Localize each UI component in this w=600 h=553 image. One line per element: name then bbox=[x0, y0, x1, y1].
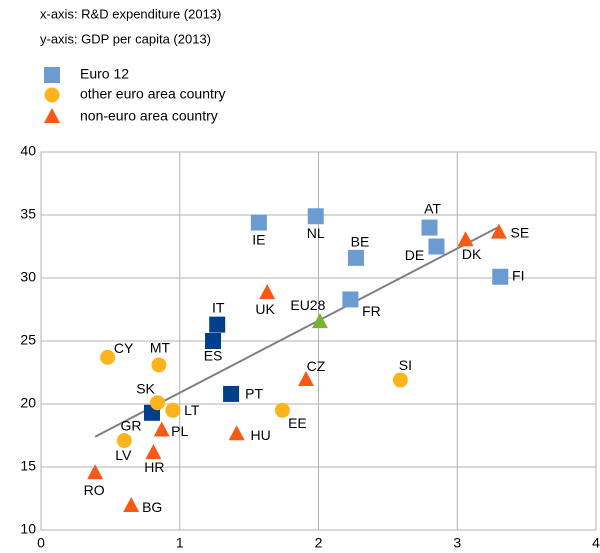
header-x: x-axis: R&D expenditure (2013) bbox=[40, 6, 221, 21]
point-label: FR bbox=[362, 303, 381, 319]
marker bbox=[153, 421, 170, 437]
point-label: CZ bbox=[307, 358, 326, 374]
marker bbox=[223, 385, 240, 402]
marker bbox=[165, 402, 181, 418]
point-label: HR bbox=[144, 459, 164, 475]
point-label: FI bbox=[512, 267, 524, 283]
marker bbox=[307, 208, 324, 225]
marker bbox=[259, 284, 276, 300]
y-tick-label: 10 bbox=[20, 521, 36, 537]
y-tick-label: 40 bbox=[20, 143, 36, 159]
marker bbox=[342, 291, 359, 308]
marker bbox=[392, 372, 408, 388]
marker bbox=[150, 395, 166, 411]
point-label: EU28 bbox=[290, 297, 325, 313]
marker bbox=[228, 425, 245, 441]
plot-frame bbox=[40, 151, 597, 531]
marker bbox=[298, 371, 315, 387]
point-label: NL bbox=[307, 225, 325, 241]
point-label: AT bbox=[424, 200, 441, 216]
point-label: PL bbox=[171, 423, 188, 439]
header-y: y-axis: GDP per capita (2013) bbox=[40, 31, 211, 46]
point-label: EE bbox=[288, 415, 307, 431]
marker bbox=[347, 249, 364, 266]
y-tick-label: 15 bbox=[20, 458, 36, 474]
point-label: RO bbox=[84, 482, 105, 498]
y-tick-label: 25 bbox=[20, 332, 36, 348]
marker bbox=[100, 349, 116, 365]
point-label: HU bbox=[251, 427, 271, 443]
marker bbox=[492, 268, 509, 285]
point-label: DK bbox=[462, 246, 482, 262]
point-label: MT bbox=[150, 340, 171, 356]
marker bbox=[274, 402, 290, 418]
point-label: IE bbox=[252, 231, 265, 247]
marker bbox=[490, 223, 507, 239]
legend-label: non-euro area country bbox=[80, 108, 218, 124]
marker bbox=[116, 433, 132, 449]
x-tick-label: 1 bbox=[176, 535, 184, 551]
marker bbox=[250, 214, 267, 231]
marker bbox=[428, 238, 445, 255]
marker bbox=[311, 313, 328, 329]
point-label: IT bbox=[212, 299, 225, 315]
marker bbox=[44, 87, 60, 103]
marker bbox=[145, 444, 162, 460]
point-label: LT bbox=[184, 402, 200, 418]
marker bbox=[457, 231, 474, 247]
legend-label: other euro area country bbox=[80, 86, 226, 102]
marker bbox=[123, 497, 140, 513]
marker bbox=[209, 316, 226, 333]
x-tick-label: 4 bbox=[592, 535, 600, 551]
point-label: BE bbox=[351, 234, 370, 250]
legend-label: Euro 12 bbox=[80, 66, 129, 82]
marker bbox=[87, 464, 104, 480]
point-label: ES bbox=[204, 348, 223, 364]
point-label: GR bbox=[121, 418, 142, 434]
point-label: SE bbox=[511, 224, 530, 240]
point-label: LV bbox=[115, 447, 132, 463]
y-tick-label: 20 bbox=[20, 395, 36, 411]
point-label: UK bbox=[255, 301, 275, 317]
point-label: SI bbox=[399, 357, 412, 373]
marker bbox=[151, 357, 167, 373]
point-label: DE bbox=[405, 247, 424, 263]
y-tick-label: 30 bbox=[20, 269, 36, 285]
point-label: CY bbox=[114, 340, 134, 356]
x-tick-label: 0 bbox=[37, 535, 45, 551]
marker bbox=[205, 333, 222, 349]
marker bbox=[44, 67, 60, 83]
point-label: PT bbox=[245, 386, 263, 402]
y-tick-label: 35 bbox=[20, 206, 36, 222]
point-label: SK bbox=[136, 380, 155, 396]
marker bbox=[421, 219, 438, 236]
x-tick-label: 2 bbox=[315, 535, 323, 551]
point-label: BG bbox=[142, 499, 162, 515]
marker bbox=[44, 108, 60, 123]
x-tick-label: 3 bbox=[453, 535, 461, 551]
